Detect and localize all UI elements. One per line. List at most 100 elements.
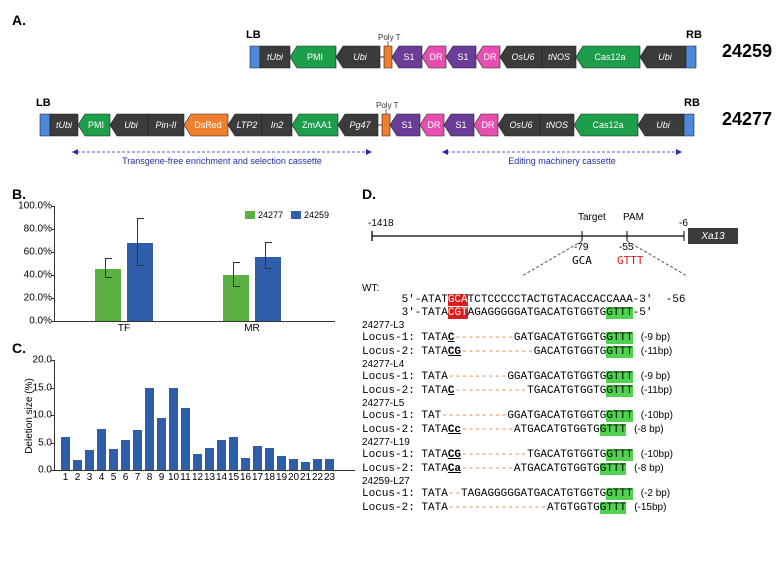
svg-text:LB: LB xyxy=(246,29,261,41)
panel-b-chart: 0.0%20.0%40.0%60.0%80.0%100.0%2427724259… xyxy=(54,206,335,322)
x-axis-tick-label: 23 xyxy=(324,470,335,483)
deletion-length: (-15bp) xyxy=(634,502,666,513)
sample-name: 24277-L19 xyxy=(362,437,766,448)
svg-text:DR: DR xyxy=(484,52,497,62)
svg-text:Cas12a: Cas12a xyxy=(594,52,625,62)
seq-row: Locus-1: TATA--TAGAGGGGGATGACATGTGGTGGTT… xyxy=(362,487,766,501)
construct-id: 24259 xyxy=(722,41,772,62)
seq-row: Locus-1: TATA---------GGATGACATGTGGTGGTT… xyxy=(362,370,766,384)
deletion-length: (-9 bp) xyxy=(641,371,670,382)
svg-text:Poly T: Poly T xyxy=(376,101,399,110)
svg-text:Target: Target xyxy=(578,212,606,223)
error-bar xyxy=(137,218,144,266)
legend-text: 24277 xyxy=(258,210,283,220)
bar xyxy=(301,462,310,470)
svg-text:S1: S1 xyxy=(457,52,468,62)
svg-text:GTTT: GTTT xyxy=(617,254,644,267)
bar xyxy=(193,454,202,471)
svg-text:Xa13: Xa13 xyxy=(700,231,725,242)
x-axis-tick-label: 10 xyxy=(168,470,179,483)
bar xyxy=(289,459,298,470)
svg-text:GCA: GCA xyxy=(572,254,592,267)
sample-name: 24259-L27 xyxy=(362,476,766,487)
error-bar xyxy=(105,258,112,278)
svg-text:Editing machinery cassette: Editing machinery cassette xyxy=(508,156,616,166)
deletion-length: (-10bp) xyxy=(641,449,673,460)
deletion-length: (-8 bp) xyxy=(634,463,663,474)
wt-top: 5'-ATATGCATCTCCCCCTACTGTACACCACCAAA-3' -… xyxy=(362,294,766,307)
x-axis-tick-label: 3 xyxy=(87,470,93,483)
svg-text:Ubi: Ubi xyxy=(656,120,671,130)
x-axis-tick-label: 13 xyxy=(204,470,215,483)
panel-c-label: C. xyxy=(12,340,26,356)
svg-text:ZmAA1: ZmAA1 xyxy=(302,120,332,130)
seq-row: Locus-2: TATACa--------ATGACATGTGGTGGTTT… xyxy=(362,462,766,476)
bar xyxy=(145,388,154,471)
x-axis-tick-label: 22 xyxy=(312,470,323,483)
svg-text:LTP2: LTP2 xyxy=(237,120,258,130)
svg-text:DsRed: DsRed xyxy=(194,120,222,130)
legend-swatch xyxy=(291,211,301,219)
bar xyxy=(325,459,334,470)
svg-text:Pg47: Pg47 xyxy=(349,120,371,130)
sample-name: 24277-L4 xyxy=(362,359,766,370)
seq-row: Locus-1: TAT----------GGATGACATGTGGTGGTT… xyxy=(362,409,766,423)
bar xyxy=(241,458,250,470)
deletion-length: (-10bp) xyxy=(641,410,673,421)
svg-text:RB: RB xyxy=(684,97,700,109)
bar xyxy=(133,430,142,470)
construct-row-24259: LBtUbiPMIUbiPoly TS1DRS1DROsU6tNOSCas12a… xyxy=(12,28,766,74)
svg-text:DR: DR xyxy=(428,120,441,130)
seq-row: Locus-1: TATAC---------GATGACATGTGGTGGTT… xyxy=(362,331,766,345)
svg-text:-1418: -1418 xyxy=(368,218,394,229)
bar xyxy=(73,460,82,470)
bar xyxy=(97,429,106,470)
panel-c-chart: 0.05.010.015.020.01234567891011121314151… xyxy=(54,360,355,471)
deletion-length: (-11bp) xyxy=(641,346,673,357)
x-axis-group-label: TF xyxy=(118,321,130,334)
svg-text:S1: S1 xyxy=(403,52,414,62)
svg-text:Cas12a: Cas12a xyxy=(592,120,623,130)
svg-text:Ubi: Ubi xyxy=(124,120,139,130)
svg-text:tUbi: tUbi xyxy=(267,52,284,62)
bar xyxy=(277,456,286,470)
deletion-length: (-2 bp) xyxy=(641,488,670,499)
legend-swatch xyxy=(245,211,255,219)
bar xyxy=(109,449,118,470)
svg-text:OsU6: OsU6 xyxy=(511,52,534,62)
x-axis-tick-label: 2 xyxy=(75,470,81,483)
svg-text:Ubi: Ubi xyxy=(353,52,368,62)
sequence-alignments: WT: 5'-ATATGCATCTCCCCCTACTGTACACCACCAAA-… xyxy=(362,283,766,515)
x-axis-tick-label: 14 xyxy=(216,470,227,483)
svg-text:Transgene-free enrichment and: Transgene-free enrichment and selection … xyxy=(122,156,322,166)
svg-text:tNOS: tNOS xyxy=(546,120,568,130)
svg-text:S1: S1 xyxy=(455,120,466,130)
svg-text:Poly T: Poly T xyxy=(378,33,401,42)
bar xyxy=(313,459,322,470)
x-axis-tick-label: 16 xyxy=(240,470,251,483)
svg-text:tUbi: tUbi xyxy=(56,120,73,130)
svg-text:DR: DR xyxy=(482,120,495,130)
bar xyxy=(253,446,262,470)
seq-row: Locus-2: TATA---------------ATGTGGTGGTTT… xyxy=(362,501,766,515)
error-bar xyxy=(265,242,272,269)
x-axis-tick-label: 21 xyxy=(300,470,311,483)
legend: 2427724259 xyxy=(245,210,329,220)
deletion-length: (-11bp) xyxy=(641,385,673,396)
svg-text:Pin-II: Pin-II xyxy=(155,120,177,130)
sample-name: 24277-L5 xyxy=(362,398,766,409)
error-bar xyxy=(233,262,240,287)
x-axis-tick-label: 18 xyxy=(264,470,275,483)
x-axis-tick-label: 11 xyxy=(180,470,190,483)
panel-d-label: D. xyxy=(362,186,376,202)
x-axis-tick-label: 20 xyxy=(288,470,299,483)
x-axis-group-label: MR xyxy=(244,321,260,334)
seq-row: Locus-2: TATACc--------ATGACATGTGGTGGTTT… xyxy=(362,423,766,437)
bar xyxy=(169,388,178,471)
locus-map: -1418Target-79PAM-55-6Xa13GCAGTTT xyxy=(362,206,766,281)
svg-text:PMI: PMI xyxy=(88,120,104,130)
svg-text:PAM: PAM xyxy=(623,212,644,223)
svg-text:PMI: PMI xyxy=(307,52,323,62)
panel-a-label: A. xyxy=(12,12,26,28)
svg-text:LB: LB xyxy=(36,97,51,109)
